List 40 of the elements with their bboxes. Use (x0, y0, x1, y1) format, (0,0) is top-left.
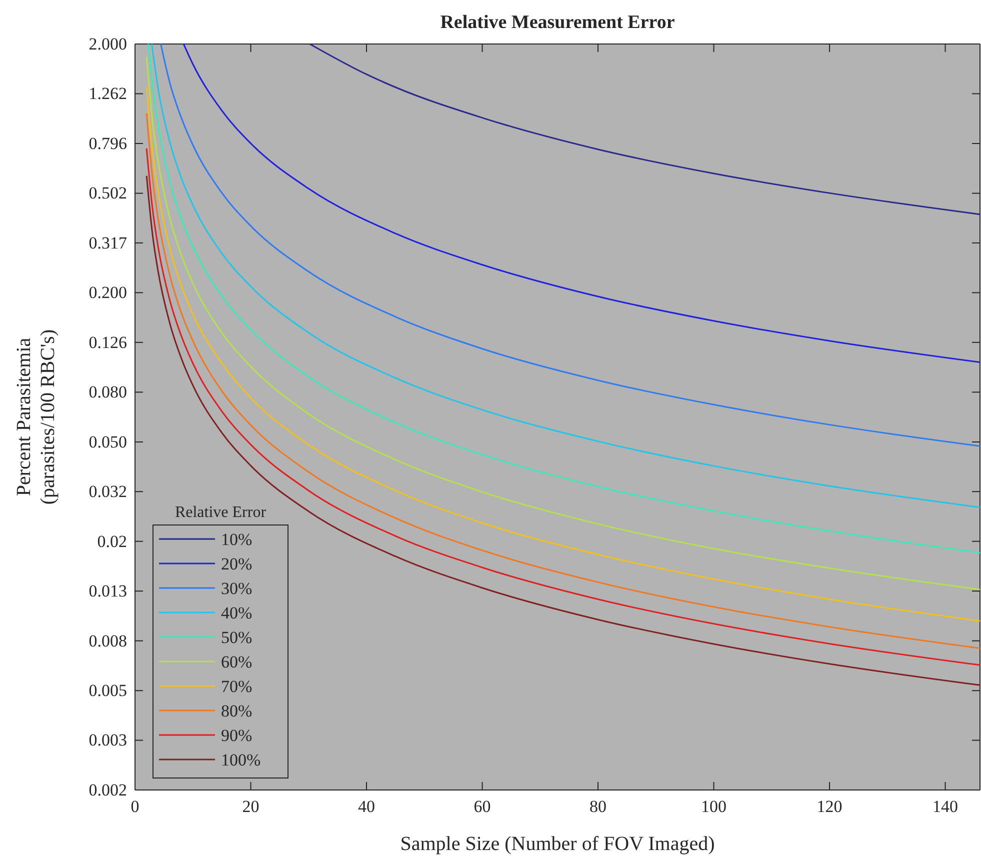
y-tick-label: 2.000 (88, 34, 127, 54)
x-tick-label: 0 (130, 797, 140, 816)
line-series (182, 43, 981, 364)
x-tick-label: 60 (474, 797, 491, 816)
y-tick-label: 0.796 (88, 134, 127, 153)
y-tick-label: 0.002 (88, 780, 127, 800)
y-tick-label: 0.032 (88, 482, 127, 502)
chart-title: Relative Measurement Error (440, 12, 676, 33)
legend-label: 20% (221, 554, 252, 574)
x-tick-label: 20 (242, 797, 260, 816)
legend-label: 60% (221, 652, 252, 672)
y-tick-label: 0.013 (88, 582, 127, 600)
x-tick-label: 80 (590, 797, 607, 816)
legend-label: 10% (221, 530, 252, 549)
y-tick-label: 0.317 (88, 233, 128, 252)
legend-label: 100% (221, 750, 261, 770)
y-axis-title: Percent Parasitemia (parasites/100 RBC's) (13, 329, 59, 505)
y-tick-label: 0.200 (88, 283, 127, 302)
legend-label: 90% (221, 726, 252, 745)
x-tick-label: 120 (816, 797, 842, 816)
legend-label: 40% (221, 604, 252, 622)
x-tick-label: 100 (701, 797, 727, 816)
y-tick-label: 0.080 (88, 382, 127, 402)
y-tick-label: 0.003 (88, 730, 127, 750)
y-tick-label: 0.008 (88, 631, 127, 650)
x-tick-label: 140 (932, 797, 958, 816)
y-tick-label: 0.050 (88, 432, 127, 452)
y-tick-label: 0.126 (88, 332, 127, 352)
legend-label: 50% (221, 628, 252, 647)
y-tick-label: 0.502 (88, 184, 127, 203)
x-tick-label: 40 (358, 797, 376, 816)
legend-label: 30% (221, 579, 252, 598)
y-tick-label: 0.005 (88, 681, 127, 700)
y-tick-label: 0.02 (97, 532, 127, 551)
line-series (309, 43, 981, 216)
x-axis-title: Sample Size (Number of FOV Imaged) (400, 833, 715, 855)
y-tick-label: 1.262 (88, 84, 127, 104)
legend-label: 80% (221, 702, 252, 720)
legend-label: 70% (221, 677, 252, 696)
legend-title: Relative Error (174, 504, 267, 521)
